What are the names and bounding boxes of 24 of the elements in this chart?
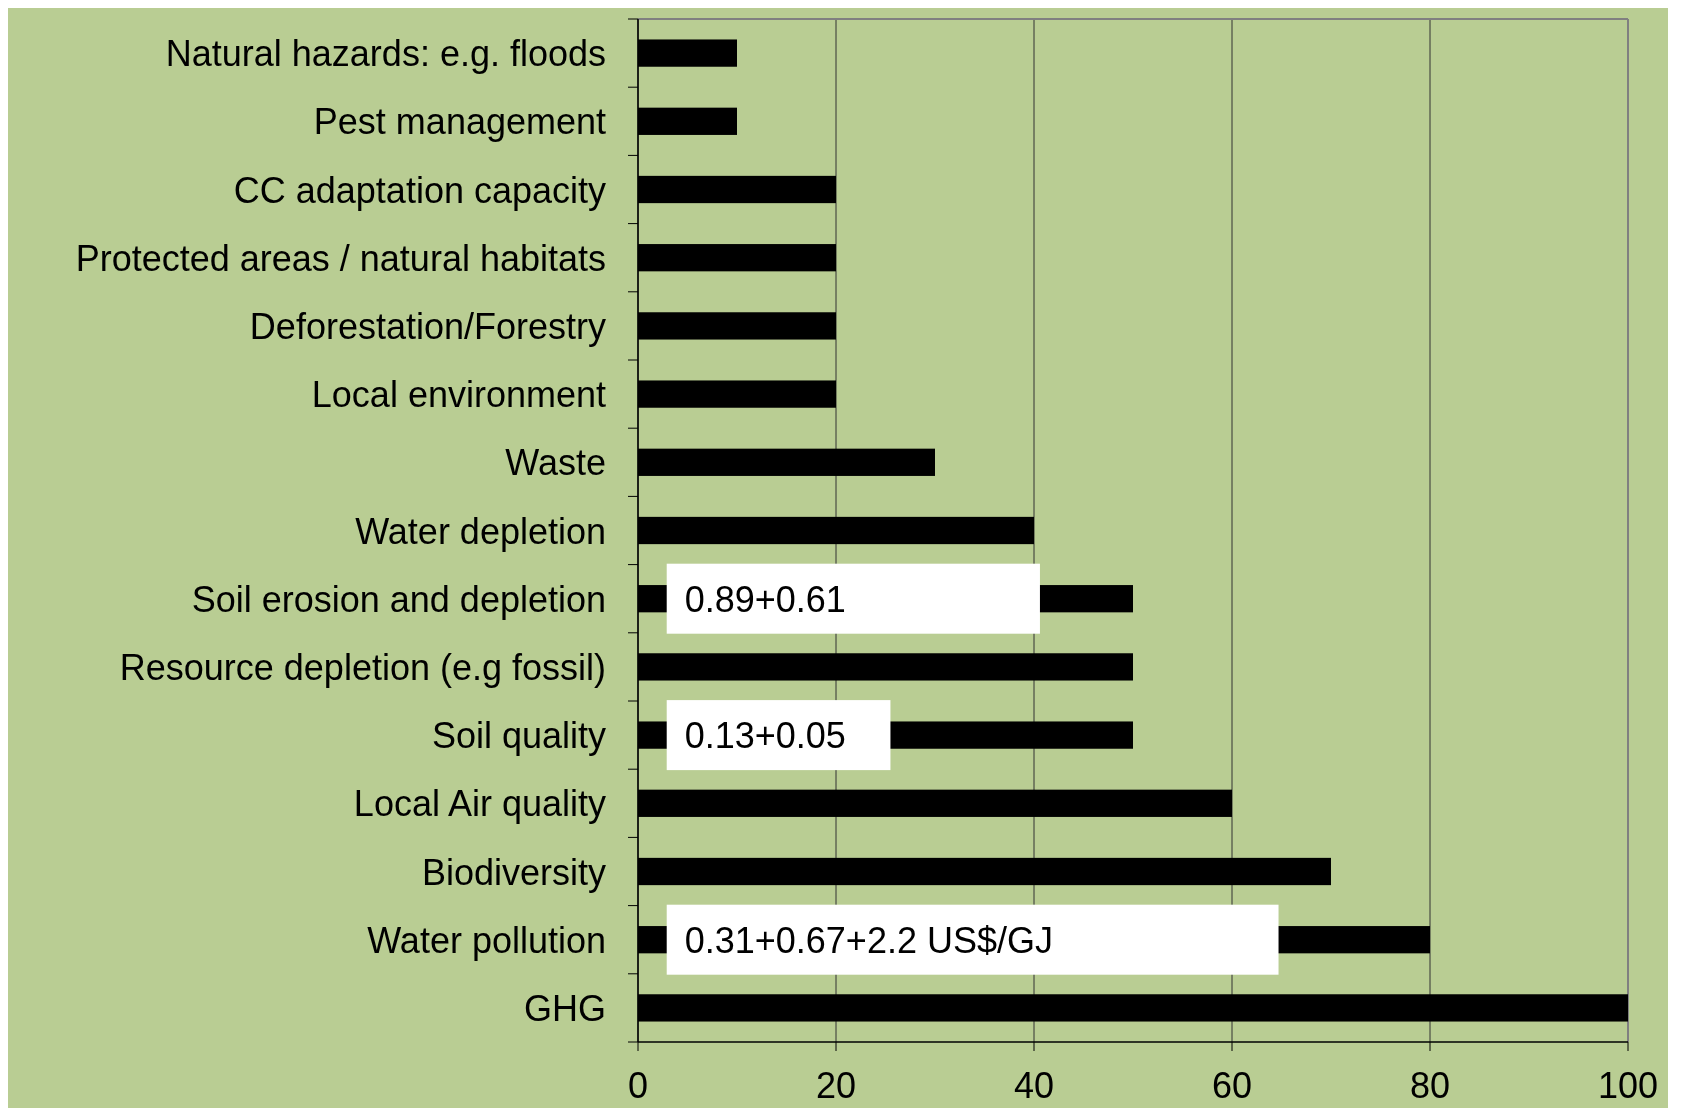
- y-tick-label: Soil erosion and depletion: [191, 578, 606, 620]
- y-tick-label: Soil quality: [431, 715, 606, 757]
- annotation: 0.13+0.05: [684, 715, 846, 757]
- y-tick-label: Water depletion: [355, 510, 606, 552]
- x-tick-label: 40: [1013, 1065, 1055, 1106]
- annotation: 0.31+0.67+2.2 US$/GJ: [684, 919, 1053, 961]
- y-tick-label: Local Air quality: [353, 783, 606, 825]
- y-tick-label: Deforestation/Forestry: [249, 305, 606, 347]
- x-tick-label: 20: [815, 1065, 857, 1106]
- x-tick-label: 100: [1597, 1065, 1659, 1106]
- y-tick-label: Pest management: [313, 101, 606, 143]
- y-tick-label: Local environment: [311, 374, 606, 416]
- y-tick-label: Resource depletion (e.g fossil): [119, 646, 606, 688]
- y-tick-label: Natural hazards: e.g. floods: [165, 33, 606, 75]
- y-tick-label: Waste: [505, 442, 606, 484]
- y-tick-label: CC adaptation capacity: [233, 169, 606, 211]
- x-tick-label: 60: [1211, 1065, 1253, 1106]
- y-tick-label: Biodiversity: [421, 851, 606, 893]
- y-tick-label: GHG: [523, 987, 606, 1029]
- y-tick-label: Water pollution: [367, 919, 606, 961]
- x-tick-label: 80: [1409, 1065, 1451, 1106]
- annotation: 0.89+0.61: [684, 578, 846, 620]
- y-tick-label: Protected areas / natural habitats: [75, 237, 606, 279]
- x-tick-label: 0: [627, 1065, 649, 1106]
